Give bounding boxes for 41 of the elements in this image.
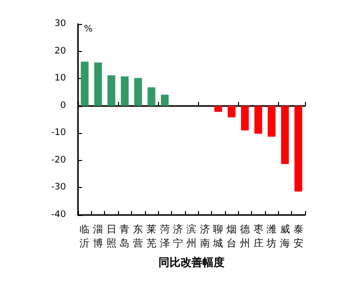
x-tick-label: 枣庄 bbox=[253, 224, 264, 250]
x-tick-label: 济南 bbox=[200, 224, 210, 250]
bar bbox=[120, 76, 129, 106]
bar bbox=[294, 106, 302, 192]
x-axis-title: 同比改善幅度 bbox=[158, 256, 224, 269]
x-tick-label: 德州 bbox=[240, 224, 250, 250]
bar bbox=[108, 75, 116, 106]
x-tick-label: 潍坊 bbox=[266, 224, 277, 250]
x-tick-label: 东营 bbox=[133, 224, 144, 250]
bar bbox=[268, 106, 276, 137]
x-tick-label: 淄博 bbox=[93, 224, 104, 250]
bar bbox=[80, 62, 89, 106]
bar bbox=[254, 106, 262, 134]
y-tick-label: -20 bbox=[51, 155, 66, 166]
bar bbox=[148, 87, 156, 106]
y-tick-label: 20 bbox=[54, 46, 66, 56]
x-tick-label: 滨州 bbox=[186, 224, 196, 250]
x-tick-label: 菏泽 bbox=[160, 224, 170, 250]
bar bbox=[241, 106, 249, 130]
y-tick-label: -30 bbox=[51, 182, 66, 193]
y-tick-label: 30 bbox=[54, 19, 66, 29]
bar bbox=[160, 94, 169, 106]
y-tick-label: -10 bbox=[51, 128, 66, 138]
y-axis-title: % bbox=[84, 24, 93, 34]
x-tick-label: 青岛 bbox=[120, 224, 130, 250]
y-tick-label: 0 bbox=[60, 100, 66, 111]
bar bbox=[214, 106, 222, 112]
y-tick-label: -40 bbox=[51, 210, 66, 220]
x-tick-label: 威海 bbox=[280, 224, 290, 250]
x-tick-label: 烟台 bbox=[226, 224, 237, 250]
x-tick-label: 莱芜 bbox=[146, 224, 156, 250]
bar bbox=[228, 106, 236, 118]
x-tick-label: 聊城 bbox=[212, 224, 224, 250]
x-tick-label: 日照 bbox=[106, 224, 116, 250]
bar bbox=[134, 78, 142, 106]
x-tick-label: 泰安 bbox=[293, 224, 304, 250]
bar bbox=[281, 106, 289, 164]
x-tick-label: 临沂 bbox=[80, 224, 90, 250]
bar bbox=[94, 62, 102, 106]
y-tick-label: 10 bbox=[54, 74, 66, 84]
x-tick-label: 济宁 bbox=[173, 224, 184, 250]
